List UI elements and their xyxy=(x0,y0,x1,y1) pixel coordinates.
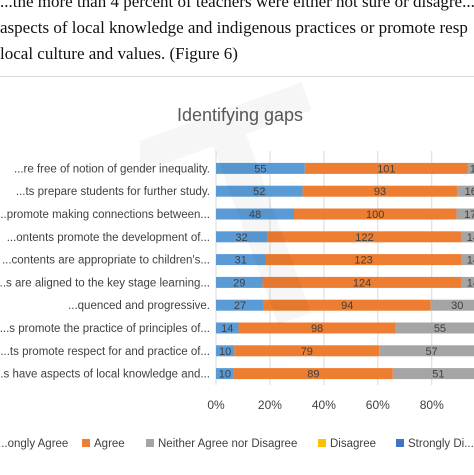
data-label: 29 xyxy=(233,277,245,289)
bar-segment xyxy=(216,162,305,174)
x-tick-label: 80% xyxy=(420,398,444,412)
data-label: 10 xyxy=(470,163,474,175)
data-label: 14 xyxy=(467,232,474,244)
legend-label: Strongly Di... xyxy=(408,438,474,450)
bar-segment xyxy=(461,254,474,266)
category-label: ...contents are appropriate to children'… xyxy=(2,255,210,267)
data-label: 100 xyxy=(366,209,384,221)
category-label: ...s have aspects of local knowledge and… xyxy=(0,369,210,381)
data-label: 89 xyxy=(307,369,319,381)
data-label: 55 xyxy=(434,323,446,335)
data-label: 98 xyxy=(311,323,323,335)
legend-swatch xyxy=(396,439,404,447)
category-label: ...promote making connections between... xyxy=(0,209,210,221)
bar-segment xyxy=(216,368,234,380)
document-text-line: aspects of local knowledge and indigenou… xyxy=(0,18,468,37)
bar-segment xyxy=(267,231,462,243)
data-label: 57 xyxy=(425,346,437,358)
bar-segment xyxy=(216,231,268,243)
document-text-line: local culture and values. (Figure 6) xyxy=(0,44,238,63)
x-tick-label: 40% xyxy=(312,398,336,412)
data-label: 122 xyxy=(355,232,373,244)
bar-segment xyxy=(233,368,393,380)
data-label: 94 xyxy=(341,300,353,312)
x-tick-label: 20% xyxy=(258,398,282,412)
data-label: 79 xyxy=(301,346,313,358)
data-label: 51 xyxy=(432,369,444,381)
bar-segment xyxy=(263,299,431,311)
bar-segment xyxy=(216,254,266,266)
bar-segment xyxy=(461,231,474,243)
x-axis-ticks: 0% 20% 40% 60% 80% xyxy=(207,398,444,412)
stacked-bar-chart: Identifying gaps 55 101 10 52 93 16 48 100 17 32 1… xyxy=(0,105,474,450)
category-label: ...quenced and progressive. xyxy=(68,300,210,312)
legend: ...ongly Agree Agree Neither Agree nor Dis… xyxy=(0,438,474,450)
data-label: 16 xyxy=(465,186,474,198)
data-label: 10 xyxy=(219,369,231,381)
data-label: 32 xyxy=(235,232,247,244)
legend-swatch xyxy=(318,439,326,447)
data-label: 17 xyxy=(464,209,474,221)
bar-segment xyxy=(456,208,474,220)
category-label: ...ontents promote the development of... xyxy=(7,232,210,244)
category-label: ...ts promote respect for and practice o… xyxy=(0,346,210,358)
legend-label: Agree xyxy=(94,438,125,450)
x-tick-label: 60% xyxy=(366,398,390,412)
data-label: 10 xyxy=(219,346,231,358)
category-labels: ...re free of notion of gender inequalit… xyxy=(0,163,210,380)
bar-segment xyxy=(216,322,239,334)
data-label: 14 xyxy=(467,255,474,267)
bar-segment xyxy=(234,345,380,357)
data-label: 55 xyxy=(254,163,266,175)
legend-label: ...ongly Agree xyxy=(0,438,68,450)
bars: 55 101 10 52 93 16 48 100 17 32 122 14 31 123 14 29 124 1… xyxy=(216,162,474,381)
data-label: 124 xyxy=(353,277,371,289)
bar-segment xyxy=(216,185,303,197)
bar-segment xyxy=(430,299,474,311)
chart-panel: Identifying gaps 55 101 10 52 93 16 48 100 17 32 1… xyxy=(0,76,474,475)
bar-segment xyxy=(302,185,458,197)
bar-segment xyxy=(457,185,474,197)
data-label: 52 xyxy=(253,186,265,198)
data-label: 101 xyxy=(377,163,395,175)
data-label: 123 xyxy=(354,255,372,267)
category-label: ...ts prepare students for further study… xyxy=(16,186,210,198)
bar-segment xyxy=(304,162,468,174)
data-label: 93 xyxy=(374,186,386,198)
category-label: ...re free of notion of gender inequalit… xyxy=(14,163,210,175)
bar-segment xyxy=(293,208,457,220)
legend-label: Disagree xyxy=(330,438,376,450)
bar-segment xyxy=(265,254,462,266)
document-text-line: ...the more than 4 percent of teachers w… xyxy=(0,0,474,11)
bar-segment xyxy=(262,276,462,288)
bar-segment xyxy=(216,276,263,288)
bar-segment xyxy=(461,276,474,288)
bar-segment xyxy=(216,345,235,357)
data-label: 14 xyxy=(221,323,233,335)
bar-segment xyxy=(395,322,474,334)
category-label: ...s are aligned to the key stage learni… xyxy=(0,277,210,289)
data-label: 27 xyxy=(234,300,246,312)
legend-swatch xyxy=(82,439,90,447)
data-label: 31 xyxy=(235,255,247,267)
bar-segment xyxy=(467,162,474,174)
bar-segment xyxy=(379,345,474,357)
legend-label: Neither Agree nor Disagree xyxy=(158,438,297,450)
data-label: 14 xyxy=(467,277,474,289)
x-tick-label: 0% xyxy=(207,398,225,412)
bar-segment xyxy=(392,368,474,380)
legend-swatch xyxy=(146,439,154,447)
bar-segment xyxy=(216,208,294,220)
data-label: 30 xyxy=(451,300,463,312)
bar-segment xyxy=(238,322,396,334)
bar-segment xyxy=(216,299,264,311)
chart-title: Identifying gaps xyxy=(177,105,303,125)
data-label: 48 xyxy=(249,209,261,221)
category-label: ...s promote the practice of principles … xyxy=(0,323,210,335)
